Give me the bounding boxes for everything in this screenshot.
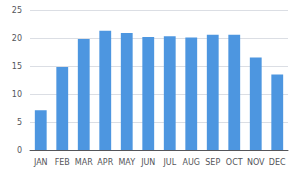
svg-text:FEB: FEB [55,158,70,167]
svg-text:AUG: AUG [182,158,200,167]
svg-text:JUN: JUN [140,158,155,167]
svg-text:DEC: DEC [269,158,286,167]
svg-text:25: 25 [12,6,22,15]
svg-text:MAR: MAR [75,158,93,167]
svg-text:JAN: JAN [33,158,48,167]
svg-text:MAY: MAY [118,158,135,167]
svg-text:10: 10 [12,90,22,99]
svg-text:0: 0 [17,146,22,155]
svg-text:20: 20 [12,34,22,43]
svg-text:APR: APR [97,158,113,167]
svg-text:15: 15 [12,62,22,71]
svg-text:OCT: OCT [226,158,243,167]
svg-text:NOV: NOV [247,158,265,167]
svg-text:JUL: JUL [162,158,176,167]
svg-text:5: 5 [17,118,22,127]
svg-text:SEP: SEP [205,158,220,167]
